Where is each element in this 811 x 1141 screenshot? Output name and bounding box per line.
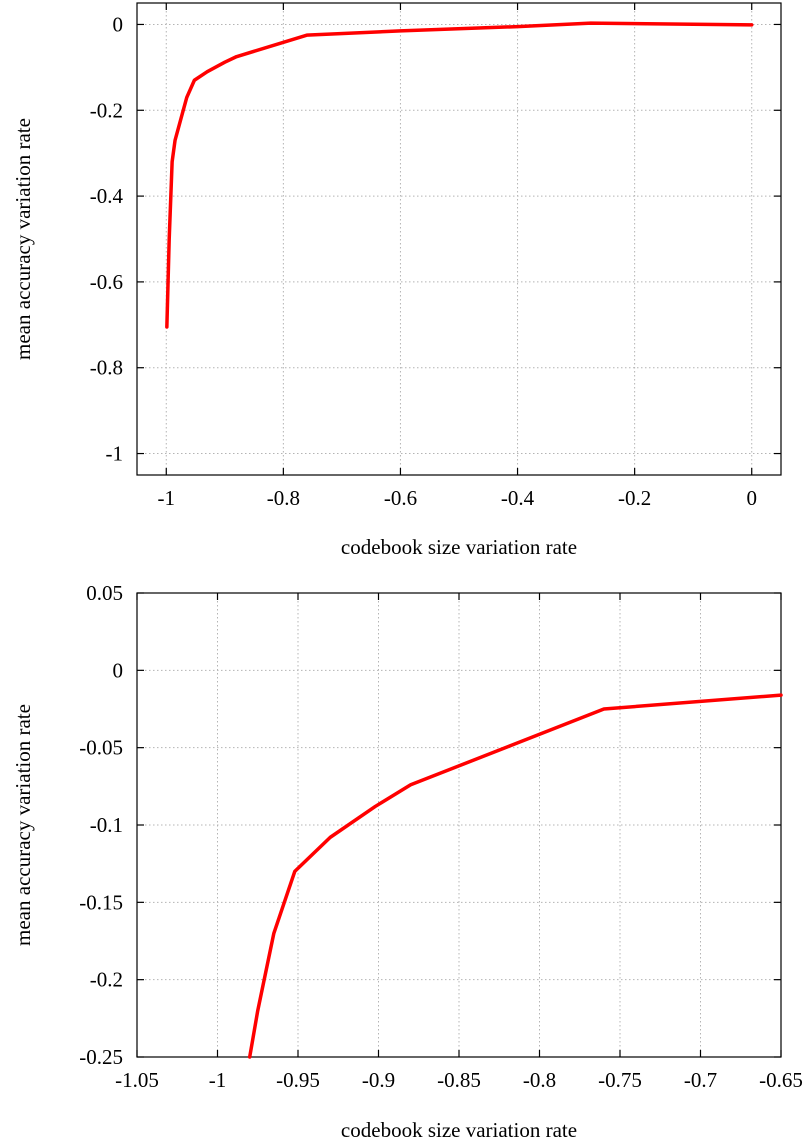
y-axis-title: mean accuracy variation rate [11,704,35,946]
grid [136,592,782,1058]
y-tick-label: -0.1 [90,813,123,837]
x-tick-label: -0.85 [437,1068,481,1092]
x-tick-label: -0.8 [267,486,300,510]
x-tick-label: 0 [746,486,757,510]
x-tick-label: -0.65 [759,1068,803,1092]
y-tick-label: -0.8 [90,356,123,380]
x-axis-ticks: -1 -0.8 -0.6 -0.4 -0.2 0 [158,3,757,510]
x-tick-label: -0.4 [501,486,535,510]
y-tick-label: -0.2 [90,98,123,122]
chart-top: -1 -0.8 -0.6 -0.4 -0.2 0 0 -0.2 -0.4 -0.6 -0.8 -1 co… [11,2,782,559]
x-tick-label: -1 [209,1068,227,1092]
y-axis-ticks: 0 -0.2 -0.4 -0.6 -0.8 -1 [90,12,781,466]
y-tick-label: -0.25 [79,1045,123,1069]
y-tick-label: -0.4 [90,184,124,208]
x-tick-label: -1.05 [115,1068,159,1092]
x-tick-label: -0.95 [276,1068,320,1092]
x-tick-label: -1 [158,486,176,510]
y-axis-ticks: 0.05 0 -0.05 -0.1 -0.15 -0.2 -0.25 [79,581,781,1069]
x-tick-label: -0.2 [618,486,651,510]
y-tick-label: -0.2 [90,968,123,992]
x-axis-title: codebook size variation rate [341,535,577,559]
x-tick-label: -0.7 [684,1068,717,1092]
grid [137,3,781,475]
x-axis-title: codebook size variation rate [341,1118,577,1141]
y-axis-title: mean accuracy variation rate [11,118,35,360]
x-tick-label: -0.8 [523,1068,556,1092]
y-tick-label: -0.05 [79,736,123,760]
y-tick-label: -0.6 [90,270,123,294]
x-tick-label: -0.75 [598,1068,642,1092]
y-tick-label: -1 [106,442,124,466]
series-line-0 [247,693,783,1059]
y-tick-label: -0.15 [79,890,123,914]
plot-frame [136,2,782,476]
x-tick-label: -0.6 [384,486,417,510]
y-tick-label: 0 [113,658,124,682]
x-tick-label: -0.9 [362,1068,395,1092]
x-axis-ticks: -1.05 -1 -0.95 -0.9 -0.85 -0.8 -0.75 -0.7 -0.65 [115,593,803,1092]
y-tick-label: 0 [113,12,124,36]
y-tick-label: 0.05 [86,581,123,605]
series-line-0 [165,21,754,329]
chart-bottom: -1.05 -1 -0.95 -0.9 -0.85 -0.8 -0.75 -0.7 -0.650… [11,581,803,1141]
